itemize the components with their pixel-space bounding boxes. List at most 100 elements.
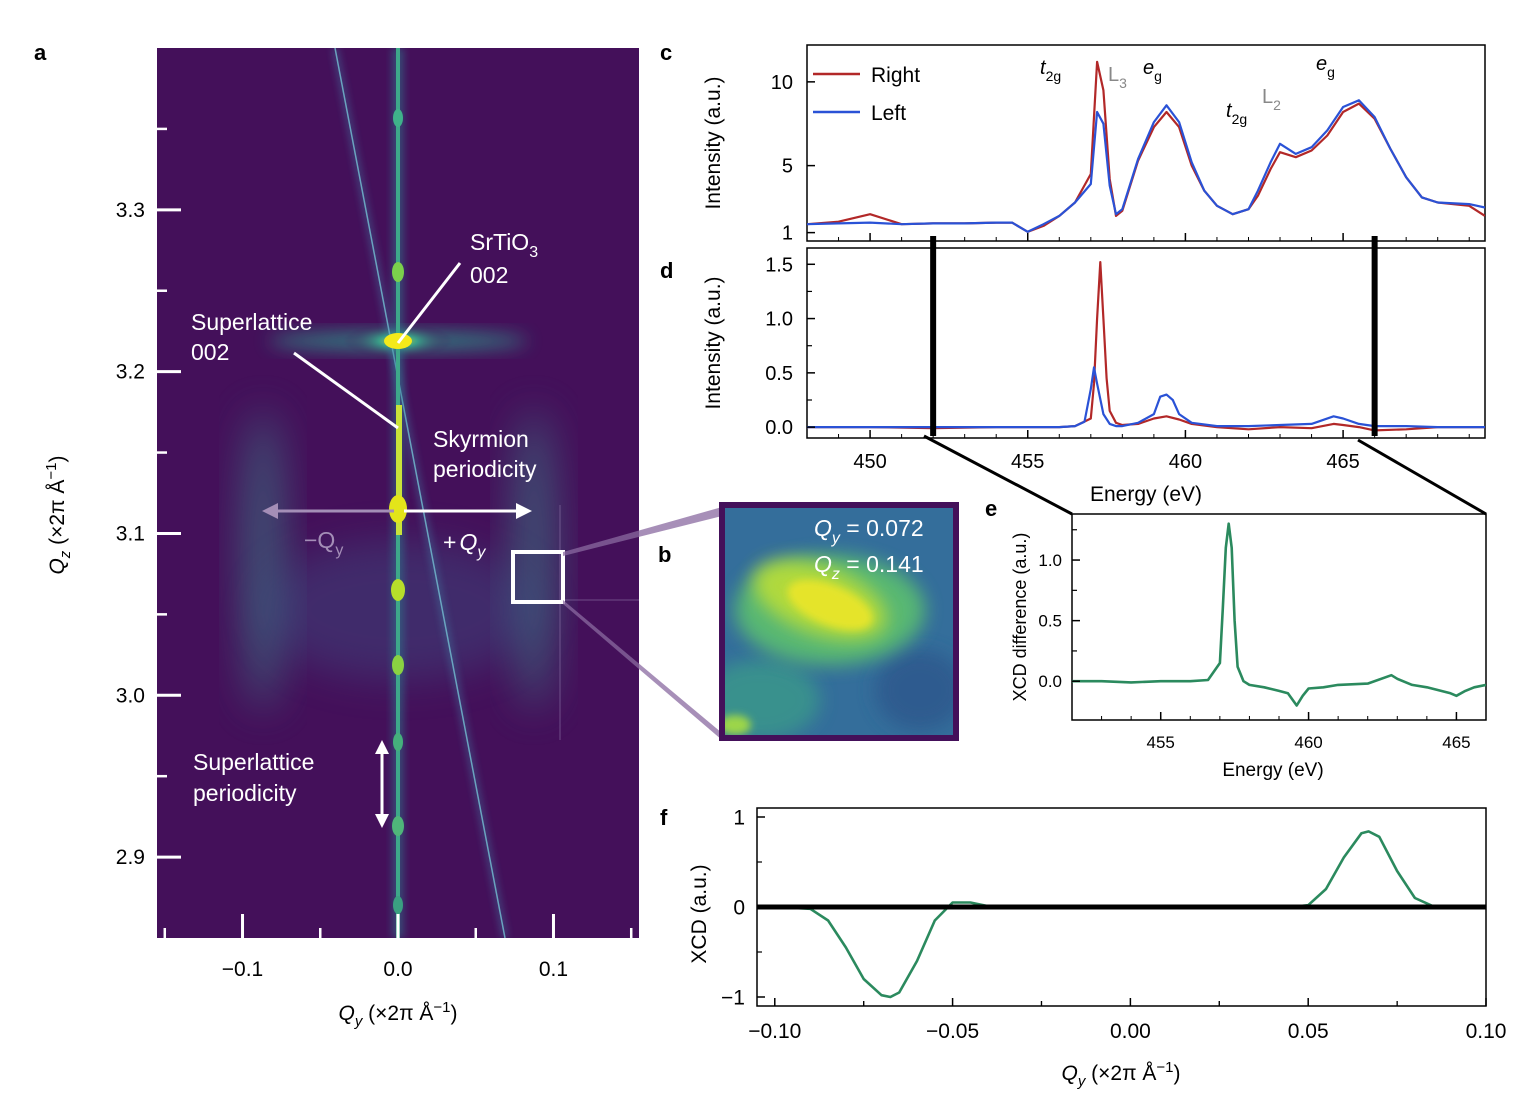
a-ylabel: Qz (×2π Å−1) — [43, 455, 74, 574]
panel-b: Qy = 0.072 Qz = 0.141 — [719, 502, 959, 741]
f-yticks: −1 0 1 — [721, 806, 765, 1009]
d-range-markers — [930, 236, 1378, 436]
ytick-label: 10 — [771, 72, 793, 94]
ytick-label: 0.0 — [765, 417, 793, 439]
xtick-label: 465 — [1442, 733, 1470, 752]
c-frame — [806, 44, 1486, 242]
d-series-right — [807, 261, 1485, 432]
ytick-label: 0.5 — [765, 363, 793, 385]
inset-connector-bottom — [563, 600, 722, 740]
legend-right-label: Right — [871, 64, 920, 87]
skyrmion-label-2: periodicity — [433, 456, 537, 482]
c-label-eg-2: eg — [1316, 53, 1335, 80]
legend-left-label: Left — [871, 102, 906, 125]
d-series-left — [807, 366, 1485, 429]
superlattice-peaks — [389, 109, 407, 914]
zoom-image — [722, 505, 956, 738]
sl-periodicity-label-2: periodicity — [193, 780, 297, 806]
c-xticks — [838, 233, 1470, 241]
xtick-label: 465 — [1326, 451, 1359, 473]
c-ylabel: Intensity (a.u.) — [702, 76, 725, 209]
xtick-label: −0.10 — [748, 1020, 801, 1043]
panel-label-d: d — [660, 258, 673, 283]
xtick-label: 455 — [1147, 733, 1175, 752]
xtick-label: 450 — [853, 451, 886, 473]
ytick-label: −1 — [721, 986, 745, 1009]
panel-label-e: e — [985, 496, 997, 521]
zoom-blob — [722, 660, 820, 738]
zoom-qy-label: Qy = 0.072 — [814, 515, 924, 547]
ytick-label: 1 — [782, 223, 793, 245]
a-yticks: 2.9 3.0 3.1 3.2 3.3 — [116, 127, 181, 869]
sl-peak — [391, 579, 405, 601]
e-series-xcd — [1072, 522, 1486, 707]
e-yticks: 0.0 0.5 1.0 — [1038, 529, 1080, 691]
f-ylabel: XCD (a.u.) — [688, 864, 711, 963]
a-xlabel: Qy (×2π Å−1) — [338, 999, 457, 1030]
ytick-label: 3.0 — [116, 684, 145, 707]
sl-periodicity-arrowhead-up — [375, 740, 389, 754]
ytick-label: 5 — [782, 156, 793, 178]
ytick-label: 1.5 — [765, 254, 793, 276]
panel-d: 0.0 0.5 1.0 1.5 450 455 460 465 Intensity (a.u… — [702, 236, 1486, 506]
satellite-left-glow — [241, 410, 285, 710]
srtio3-label-002: 002 — [470, 262, 508, 288]
panel-a: SrTiO3 002 Superlattice 002 Skyrmion per… — [43, 48, 639, 1030]
ytick-label: 1.0 — [1038, 551, 1062, 570]
ytick-label: 1 — [733, 806, 745, 829]
rod-bright-section — [396, 405, 402, 535]
skyrmion-label: Skyrmion — [433, 426, 529, 452]
xtick-label: 0.0 — [383, 958, 412, 981]
ytick-label: 0 — [733, 896, 745, 919]
superlattice-label: Superlattice — [191, 309, 312, 335]
satellite-right-glow — [512, 410, 556, 710]
c-label-t2g-1: t2g — [1040, 57, 1061, 84]
xtick-label: 0.10 — [1466, 1020, 1507, 1043]
c-label-eg-1: eg — [1143, 57, 1162, 84]
sl-peak — [393, 109, 403, 127]
panel-label-b: b — [658, 542, 671, 567]
sl-peak — [389, 495, 407, 523]
f-series-xcd — [774, 830, 1486, 999]
zoom-blob — [875, 650, 956, 730]
ytick-label: 1.0 — [765, 309, 793, 331]
xtick-label: 0.00 — [1110, 1020, 1151, 1043]
sl-peak — [392, 816, 404, 836]
c-label-L3: L3 — [1108, 64, 1127, 91]
d-frame — [806, 247, 1486, 439]
a-xticks: −0.1 0.0 0.1 — [163, 914, 633, 981]
c-label-t2g-2: t2g — [1226, 100, 1247, 127]
xtick-label: 460 — [1169, 451, 1202, 473]
sl-peak — [393, 896, 403, 914]
xtick-label: −0.1 — [222, 958, 263, 981]
sl-periodicity-arrowhead-down — [375, 814, 389, 828]
minus-qy-arrowhead — [262, 503, 278, 519]
panel-e: 0.0 0.5 1.0 455 460 465 XCD difference (a.u.… — [1010, 513, 1487, 781]
ytick-label: 3.2 — [116, 361, 145, 384]
superlattice-label-002: 002 — [191, 339, 229, 365]
zoom-blob — [787, 579, 873, 631]
e-frame — [1071, 513, 1487, 721]
map-image — [157, 48, 639, 938]
ytick-label: 3.3 — [116, 199, 145, 222]
sl-peak — [392, 262, 404, 282]
ytick-label: 2.9 — [116, 846, 145, 869]
superlattice-leader — [293, 351, 399, 430]
plus-qy-label: + Qy — [443, 529, 486, 561]
e-ylabel: XCD difference (a.u.) — [1010, 533, 1030, 702]
plus-qy-arrowhead — [516, 503, 532, 519]
inset-connector-top — [563, 507, 722, 556]
sl-peak — [393, 733, 403, 751]
e-xticks: 455 460 465 — [1101, 712, 1487, 752]
zoom-connector-left — [923, 434, 1073, 516]
zoom-blob — [722, 715, 751, 735]
panel-label-a: a — [34, 40, 47, 65]
c-series-right — [807, 60, 1485, 233]
xtick-label: −0.05 — [926, 1020, 979, 1043]
zoom-frame — [719, 502, 959, 741]
xtick-label: 0.1 — [539, 958, 568, 981]
xtick-label: 0.05 — [1288, 1020, 1329, 1043]
srtio3-leader — [396, 262, 462, 344]
